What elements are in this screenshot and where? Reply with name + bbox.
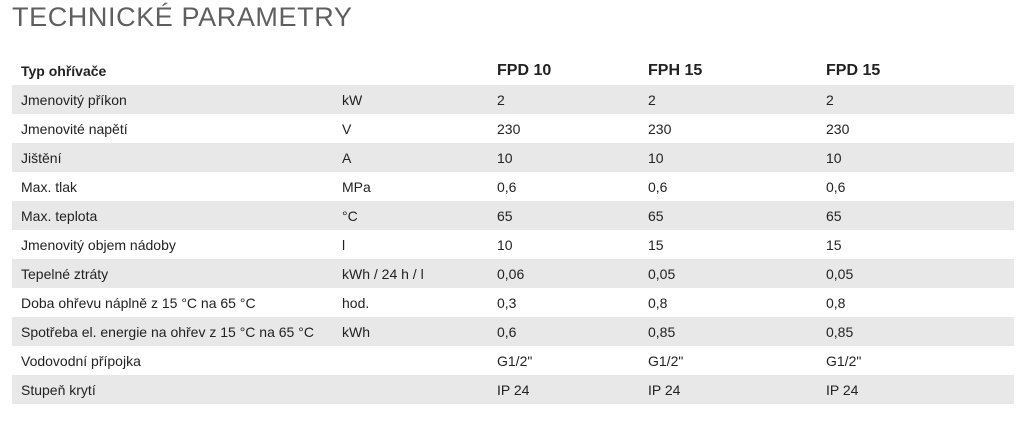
row-parameter: Jištění xyxy=(12,143,333,172)
row-value: 10 xyxy=(817,143,1014,172)
row-value: 0,6 xyxy=(488,172,639,201)
table-row: Max. teplota °C 65 65 65 xyxy=(12,201,1014,230)
row-value: 230 xyxy=(488,114,639,143)
page-title: TECHNICKÉ PARAMETRY xyxy=(12,2,353,32)
row-value: IP 24 xyxy=(817,375,1014,404)
table-row: Tepelné ztráty kWh / 24 h / l 0,06 0,05 … xyxy=(12,259,1014,288)
row-value: 0,6 xyxy=(488,317,639,346)
table-row: Spotřeba el. energie na ohřev z 15 °C na… xyxy=(12,317,1014,346)
row-parameter: Tepelné ztráty xyxy=(12,259,333,288)
row-value: 0,8 xyxy=(817,288,1014,317)
row-parameter: Jmenovitý příkon xyxy=(12,85,333,114)
row-value: 15 xyxy=(639,230,817,259)
row-value: 15 xyxy=(817,230,1014,259)
row-value: 2 xyxy=(817,85,1014,114)
row-value: 0,6 xyxy=(639,172,817,201)
table-row: Vodovodní přípojka G1/2" G1/2" G1/2" xyxy=(12,346,1014,375)
row-unit: kW xyxy=(333,85,488,114)
row-value: 0,3 xyxy=(488,288,639,317)
table-row: Doba ohřevu náplně z 15 °C na 65 °C hod.… xyxy=(12,288,1014,317)
row-value: 0,85 xyxy=(817,317,1014,346)
row-value: 2 xyxy=(639,85,817,114)
row-value: 230 xyxy=(639,114,817,143)
row-unit: kWh / 24 h / l xyxy=(333,259,488,288)
header-parameter: Typ ohřívače xyxy=(21,63,107,79)
row-value: 65 xyxy=(817,201,1014,230)
row-value: 65 xyxy=(488,201,639,230)
row-value: 230 xyxy=(817,114,1014,143)
row-unit: kWh xyxy=(333,317,488,346)
row-value: IP 24 xyxy=(488,375,639,404)
row-unit xyxy=(333,375,488,404)
table-row: Jmenovitý příkon kW 2 2 2 xyxy=(12,85,1014,114)
row-parameter: Doba ohřevu náplně z 15 °C na 65 °C xyxy=(12,288,333,317)
row-value: 10 xyxy=(488,143,639,172)
row-parameter: Jmenovité napětí xyxy=(12,114,333,143)
row-value: 0,8 xyxy=(639,288,817,317)
table-row: Jmenovité napětí V 230 230 230 xyxy=(12,114,1014,143)
table-row: Jištění A 10 10 10 xyxy=(12,143,1014,172)
header-model: FPH 15 xyxy=(648,62,703,79)
row-unit: hod. xyxy=(333,288,488,317)
row-value: IP 24 xyxy=(639,375,817,404)
row-value: 0,05 xyxy=(639,259,817,288)
table-row: Stupeň krytí IP 24 IP 24 IP 24 xyxy=(12,375,1014,404)
row-parameter: Max. tlak xyxy=(12,172,333,201)
row-parameter: Spotřeba el. energie na ohřev z 15 °C na… xyxy=(12,317,333,346)
row-unit xyxy=(333,346,488,375)
row-unit: MPa xyxy=(333,172,488,201)
row-value: 65 xyxy=(639,201,817,230)
row-value: G1/2" xyxy=(817,346,1014,375)
row-value: 0,05 xyxy=(817,259,1014,288)
spec-table: Typ ohřívače FPD 10 FPH 15 FPD 15 Jmenov… xyxy=(12,57,1014,404)
row-value: G1/2" xyxy=(488,346,639,375)
row-value: G1/2" xyxy=(639,346,817,375)
table-body: Jmenovitý příkon kW 2 2 2 Jmenovité napě… xyxy=(12,85,1014,404)
table-row: Max. tlak MPa 0,6 0,6 0,6 xyxy=(12,172,1014,201)
header-model: FPD 15 xyxy=(826,62,881,79)
table-header-row: Typ ohřívače FPD 10 FPH 15 FPD 15 xyxy=(12,57,1014,85)
row-value: 0,06 xyxy=(488,259,639,288)
row-unit: A xyxy=(333,143,488,172)
row-parameter: Max. teplota xyxy=(12,201,333,230)
row-value: 0,6 xyxy=(817,172,1014,201)
row-value: 0,85 xyxy=(639,317,817,346)
row-value: 10 xyxy=(639,143,817,172)
row-parameter: Jmenovitý objem nádoby xyxy=(12,230,333,259)
table-row: Jmenovitý objem nádoby l 10 15 15 xyxy=(12,230,1014,259)
row-unit: V xyxy=(333,114,488,143)
header-unit xyxy=(333,57,488,85)
header-model: FPD 10 xyxy=(497,62,552,79)
row-unit: °C xyxy=(333,201,488,230)
row-parameter: Vodovodní přípojka xyxy=(12,346,333,375)
row-value: 10 xyxy=(488,230,639,259)
row-parameter: Stupeň krytí xyxy=(12,375,333,404)
row-value: 2 xyxy=(488,85,639,114)
row-unit: l xyxy=(333,230,488,259)
